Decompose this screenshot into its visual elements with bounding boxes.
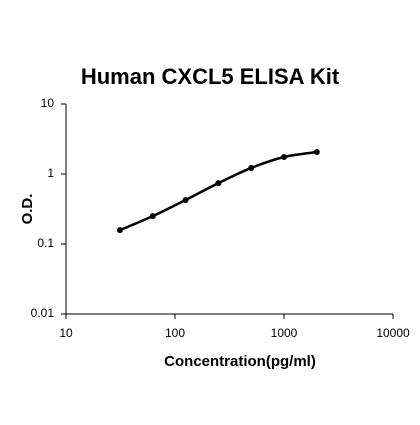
data-point: [248, 164, 255, 171]
data-point: [116, 227, 123, 234]
y-tick-label: 10: [41, 96, 55, 110]
x-tick-label: 10: [59, 326, 73, 340]
chart-title: Human CXCL5 ELISA Kit: [81, 64, 340, 89]
data-point: [215, 180, 222, 187]
x-tick-label: 10000: [376, 326, 410, 340]
data-point: [313, 149, 320, 156]
x-axis-label: Concentration(pg/ml): [164, 353, 316, 370]
data-line: [119, 150, 317, 232]
y-tick-label: 0.1: [37, 236, 54, 250]
x-tick-label: 100: [165, 326, 185, 340]
data-point: [149, 213, 156, 220]
y-axis-label: O.D.: [19, 194, 36, 225]
x-tick-label: 1000: [271, 326, 298, 340]
y-tick-label: 1: [47, 166, 54, 180]
data-point: [281, 153, 287, 160]
y-tick-label: 0.01: [31, 306, 55, 320]
data-point: [182, 197, 189, 204]
